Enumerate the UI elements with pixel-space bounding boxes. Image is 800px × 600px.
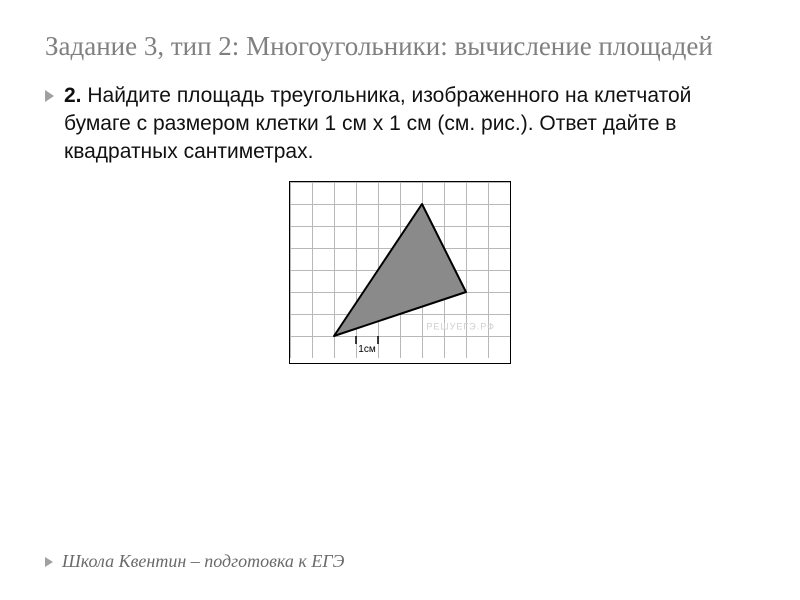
svg-text:1см: 1см xyxy=(358,344,376,355)
bullet-icon xyxy=(45,90,54,102)
grid-figure: РЕШУЕГЭ.РФ 1см xyxy=(289,181,511,364)
svg-text:РЕШУЕГЭ.РФ: РЕШУЕГЭ.РФ xyxy=(426,321,495,331)
figure-container: РЕШУЕГЭ.РФ 1см xyxy=(45,181,755,364)
problem-number: 2. xyxy=(64,84,82,107)
problem-body: Найдите площадь треугольника, изображенн… xyxy=(64,84,691,164)
problem-text: 2. Найдите площадь треугольника, изображ… xyxy=(64,82,755,167)
bullet-icon xyxy=(45,557,53,567)
slide: Задание 3, тип 2: Многоугольники: вычисл… xyxy=(0,0,800,600)
footer-text: Школа Квентин – подготовка к ЕГЭ xyxy=(62,551,344,572)
problem-row: 2. Найдите площадь треугольника, изображ… xyxy=(45,82,755,167)
grid-svg: РЕШУЕГЭ.РФ 1см xyxy=(290,182,510,358)
footer: Школа Квентин – подготовка к ЕГЭ xyxy=(45,551,344,572)
slide-title: Задание 3, тип 2: Многоугольники: вычисл… xyxy=(45,30,755,64)
